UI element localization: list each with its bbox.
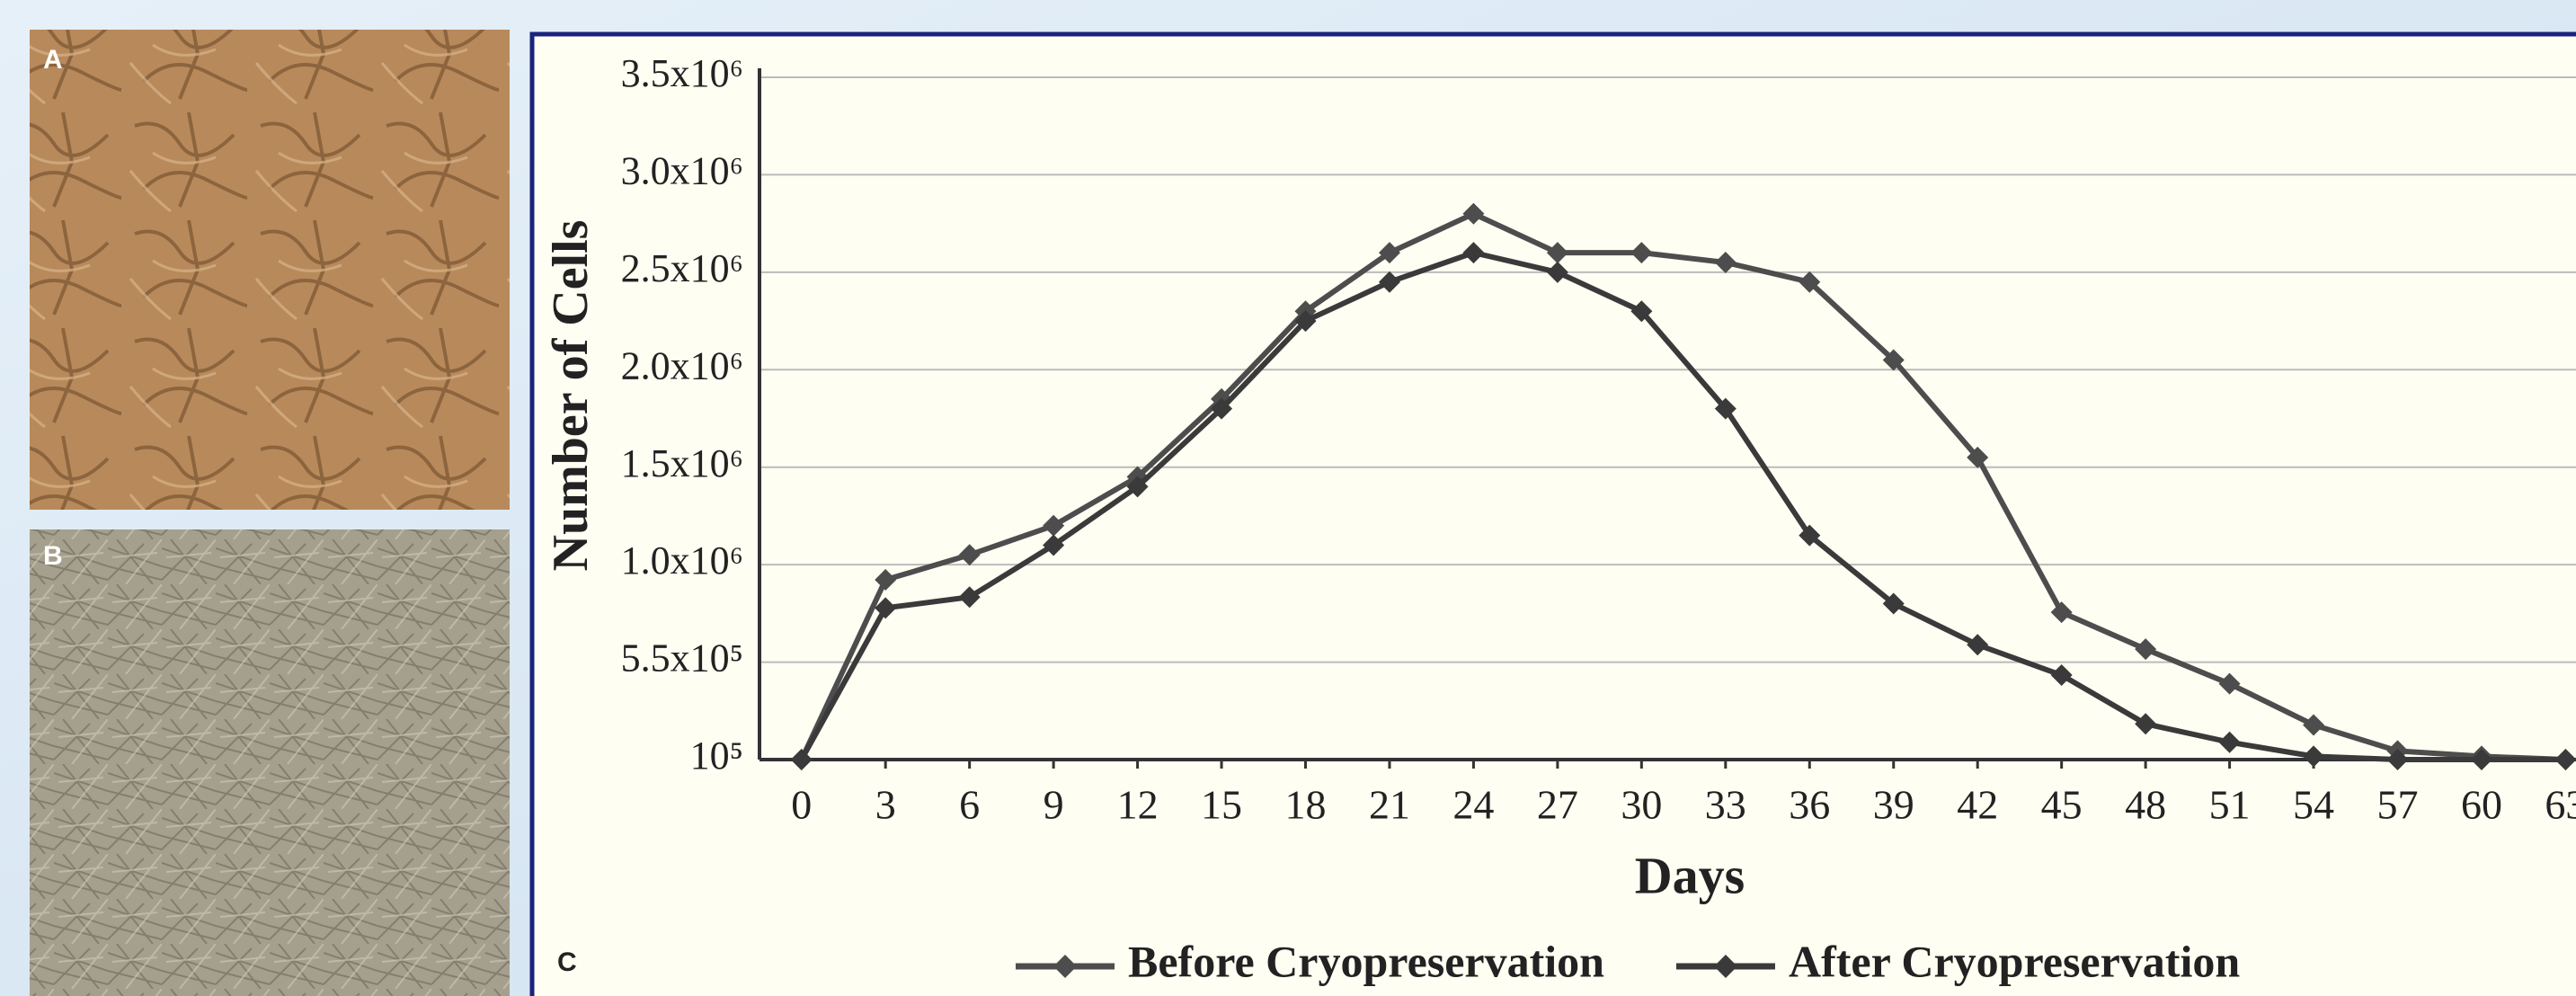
panel-label: B bbox=[43, 541, 63, 571]
x-tick-label: 57 bbox=[2377, 782, 2419, 828]
x-tick-label: 48 bbox=[2125, 782, 2166, 828]
x-tick-label: 21 bbox=[1369, 782, 1410, 828]
y-tick-label: 3.0x10⁶ bbox=[621, 149, 743, 193]
x-tick-label: 30 bbox=[1621, 782, 1662, 828]
photo-a bbox=[30, 30, 510, 510]
x-tick-label: 36 bbox=[1789, 782, 1830, 828]
x-tick-label: 3 bbox=[875, 782, 896, 828]
x-tick-label: 0 bbox=[791, 782, 812, 828]
page: A B C 10⁵ 5.5x10⁵ 1.0x10⁶ 1.5x10⁶ 2.0x10⁶ 2.5… bbox=[0, 0, 2576, 996]
y-axis-label: Number of Cells bbox=[543, 220, 599, 572]
figure: A B C 10⁵ 5.5x10⁵ 1.0x10⁶ 1.5x10⁶ 2.0x10⁶ 2.5… bbox=[0, 0, 2576, 996]
panel-label: C bbox=[557, 947, 577, 977]
y-tick-label: 10⁵ bbox=[690, 734, 743, 778]
x-tick-label: 42 bbox=[1957, 782, 1998, 828]
photo-b bbox=[30, 529, 510, 996]
legend-label: Before Cryopreservation bbox=[1128, 936, 1604, 986]
x-tick-label: 9 bbox=[1044, 782, 1064, 828]
chart-frame bbox=[532, 34, 2576, 996]
x-tick-label: 18 bbox=[1285, 782, 1327, 828]
panel-label: A bbox=[43, 45, 63, 75]
x-tick-label: 60 bbox=[2461, 782, 2502, 828]
x-tick-label: 63 bbox=[2545, 782, 2576, 828]
x-tick-label: 45 bbox=[2041, 782, 2083, 828]
y-tick-label: 2.0x10⁶ bbox=[621, 343, 743, 387]
x-tick-label: 51 bbox=[2209, 782, 2251, 828]
legend-label: After Cryopreservation bbox=[1789, 936, 2240, 986]
x-axis-label: Days bbox=[1635, 846, 1745, 904]
y-tick-label: 5.5x10⁵ bbox=[621, 636, 743, 680]
y-tick-label: 1.0x10⁶ bbox=[621, 538, 743, 582]
x-tick-label: 12 bbox=[1117, 782, 1159, 828]
x-tick-label: 15 bbox=[1201, 782, 1242, 828]
y-tick-label: 3.5x10⁶ bbox=[621, 51, 743, 95]
x-tick-label: 33 bbox=[1705, 782, 1746, 828]
y-tick-label: 2.5x10⁶ bbox=[621, 246, 743, 290]
x-tick-label: 27 bbox=[1537, 782, 1578, 828]
x-tick-label: 54 bbox=[2293, 782, 2334, 828]
x-tick-label: 39 bbox=[1873, 782, 1914, 828]
x-tick-label: 6 bbox=[959, 782, 980, 828]
x-tick-label: 24 bbox=[1452, 782, 1494, 828]
y-tick-label: 1.5x10⁶ bbox=[621, 441, 743, 485]
